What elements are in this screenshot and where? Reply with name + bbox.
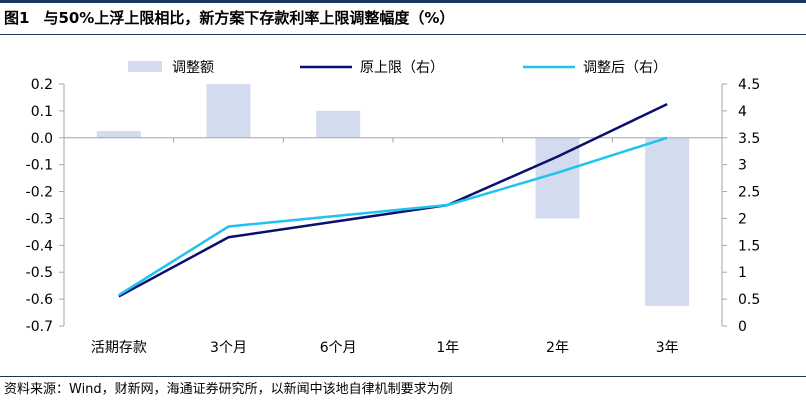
figure-title-bar: 图1 与50%上浮上限相比，新方案下存款利率上限调整幅度（%）	[0, 0, 806, 35]
y-left-tick-label-5: -0.3	[26, 211, 53, 227]
series-line-0	[118, 103, 668, 298]
y-left-tick-label-2: 0.0	[31, 131, 53, 147]
x-tick-label-4: 2年	[546, 340, 569, 356]
y-left-tick-label-9: -0.7	[26, 319, 53, 335]
y-right-tick-label-1: 4	[738, 104, 747, 120]
y-right-tick-label-7: 1	[738, 265, 747, 281]
y-left-tick-label-4: -0.2	[26, 185, 53, 201]
y-right-tick-label-9: 0	[738, 319, 747, 335]
y-right-tick-label-2: 3.5	[738, 131, 760, 147]
x-tick-label-0: 活期存款	[91, 340, 147, 356]
y-right-tick-label-4: 2.5	[738, 185, 760, 201]
y-right-tick-label-3: 3	[738, 158, 747, 174]
y-left-tick-label-3: -0.1	[26, 158, 53, 174]
y-right-tick-label-8: 0.5	[738, 292, 760, 308]
x-tick-label-1: 3个月	[210, 340, 247, 356]
legend-label-2: 调整后（右）	[583, 60, 667, 76]
y-right-tick-label-5: 2	[738, 211, 747, 227]
source-note: 资料来源：Wind，财新网，海通证券研究所，以新闻中该地自律机制要求为例	[0, 376, 806, 406]
x-tick-label-3: 1年	[436, 340, 459, 356]
bar-2	[316, 110, 361, 138]
y-left-tick-label-1: 0.1	[31, 104, 53, 120]
x-tick-label-5: 3年	[656, 340, 679, 356]
x-tick-label-2: 6个月	[320, 340, 357, 356]
figure-title: 与50%上浮上限相比，新方案下存款利率上限调整幅度（%）	[43, 9, 455, 27]
figure-label: 图1	[4, 9, 30, 27]
bar-5	[645, 137, 690, 306]
bar-1	[206, 84, 251, 138]
y-left-tick-label-0: 0.2	[31, 77, 53, 93]
legend-swatch-0	[128, 61, 162, 72]
legend-label-1: 原上限（右）	[360, 60, 444, 76]
y-right-tick-label-6: 1.5	[738, 238, 760, 254]
y-left-tick-label-8: -0.6	[26, 292, 53, 308]
combo-chart: 0.2 0.1 0.0 -0.1 -0.2 -0.3 -0.4 -0.5 -0.6 -0.7 4.5…	[26, 60, 761, 356]
bar-0	[96, 131, 141, 138]
legend-label-0: 调整额	[172, 60, 214, 76]
y-right-tick-label-0: 4.5	[738, 77, 760, 93]
y-left-tick-label-7: -0.5	[26, 265, 53, 281]
series-line-1	[118, 136, 668, 297]
y-left-tick-label-6: -0.4	[26, 238, 53, 254]
